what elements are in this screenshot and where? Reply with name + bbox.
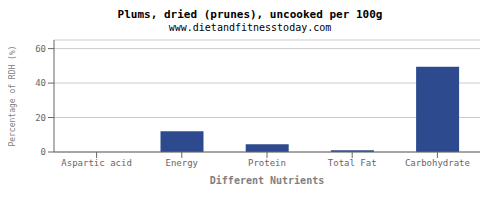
- html-text:www.dietandfitnesstoday.com: www.dietandfitnesstoday.com: [168, 22, 332, 33]
- svg-text:20: 20: [35, 113, 46, 123]
- svg-text:Carbohydrate: Carbohydrate: [405, 158, 470, 168]
- svg-text:Percentage of RDH (%): Percentage of RDH (%): [8, 45, 17, 146]
- svg-text:Protein: Protein: [248, 158, 286, 168]
- html-text:Plums, dried (prunes), uncooke: Plums, dried (prunes), uncooked per 100g: [117, 8, 383, 21]
- svg-text:40: 40: [35, 78, 46, 88]
- svg-text:Energy: Energy: [166, 158, 199, 168]
- svg-text:0: 0: [41, 147, 46, 157]
- svg-text:Different Nutrients: Different Nutrients: [210, 175, 324, 184]
- svg-text:Total Fat: Total Fat: [328, 158, 377, 168]
- svg-text:Aspartic acid: Aspartic acid: [61, 158, 131, 168]
- svg-text:60: 60: [35, 44, 46, 54]
